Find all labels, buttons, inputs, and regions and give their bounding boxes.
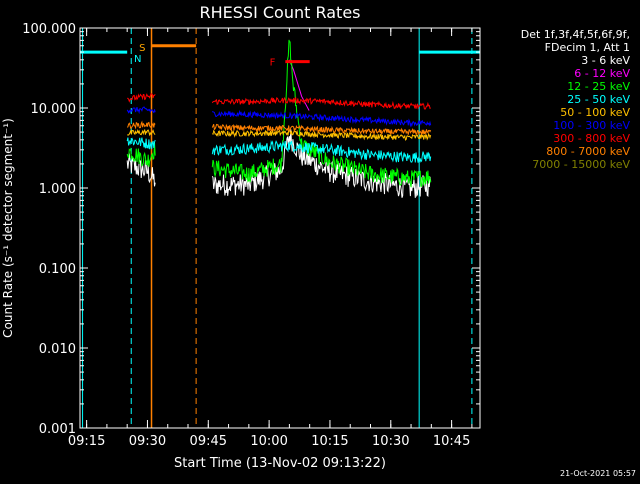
series-line [211, 140, 432, 163]
y-tick-label: 0.001 [39, 422, 76, 437]
series-line [126, 106, 156, 115]
legend-header: FDecim 1, Att 1 [545, 41, 630, 54]
plot-frame [79, 27, 481, 429]
y-tick-label: 100.000 [22, 22, 76, 37]
legend: Det 1f,3f,4f,5f,6f,9f,FDecim 1, Att 13 -… [521, 28, 631, 171]
series-line [211, 96, 431, 110]
legend-entry: 6 - 12 keV [574, 67, 630, 80]
annotation-s: S [139, 43, 145, 54]
y-tick-label: 10.000 [31, 102, 77, 117]
series-line [288, 59, 310, 111]
x-tick-label: 09:45 [190, 434, 227, 449]
x-tick-label: 09:15 [68, 434, 105, 449]
x-tick-label: 10:15 [311, 434, 348, 449]
series-line [127, 93, 156, 103]
y-tick-label: 0.100 [39, 262, 76, 277]
x-axis-label: Start Time (13-Nov-02 09:13:22) [174, 456, 386, 471]
y-axis-label: Count Rate (s⁻¹ detector segment⁻¹) [1, 118, 15, 338]
legend-entry: 300 - 800 keV [553, 132, 630, 145]
x-tick-label: 10:30 [372, 434, 409, 449]
annotation-n: N [134, 54, 141, 65]
series-line [126, 120, 156, 130]
legend-entry: 7000 - 15000 keV [532, 158, 630, 171]
legend-entry: 100 - 300 keV [553, 119, 630, 132]
series-line [126, 142, 156, 167]
axes: 0.001 0.010 0.100 1.000 10.000 100.000 09:15 09… [22, 22, 481, 449]
legend-entry: 3 - 6 keV [581, 54, 630, 67]
x-tick-label: 10:45 [433, 434, 470, 449]
chart-title: RHESSI Count Rates [200, 3, 361, 22]
legend-entry: 25 - 50 keV [567, 93, 630, 106]
legend-entry: 50 - 100 keV [560, 106, 630, 119]
legend-entry: 12 - 25 keV [567, 80, 630, 93]
series-line [126, 137, 156, 150]
y-tick-label: 0.010 [39, 342, 76, 357]
legend-entry: 800 - 7000 keV [546, 145, 630, 158]
series-line [212, 128, 432, 141]
x-tick-label: 10:00 [250, 434, 287, 449]
legend-header: Det 1f,3f,4f,5f,6f,9f, [521, 28, 630, 41]
timestamp: 21-Oct-2021 05:57 [560, 469, 636, 478]
series-line [126, 153, 156, 187]
x-tick-label: 09:30 [129, 434, 166, 449]
y-tick-label: 1.000 [39, 182, 76, 197]
annotation-f: F [270, 58, 276, 69]
series-line [211, 123, 432, 136]
series-line [211, 109, 432, 128]
series-line [127, 128, 156, 137]
plot-area: SN F [80, 28, 480, 428]
